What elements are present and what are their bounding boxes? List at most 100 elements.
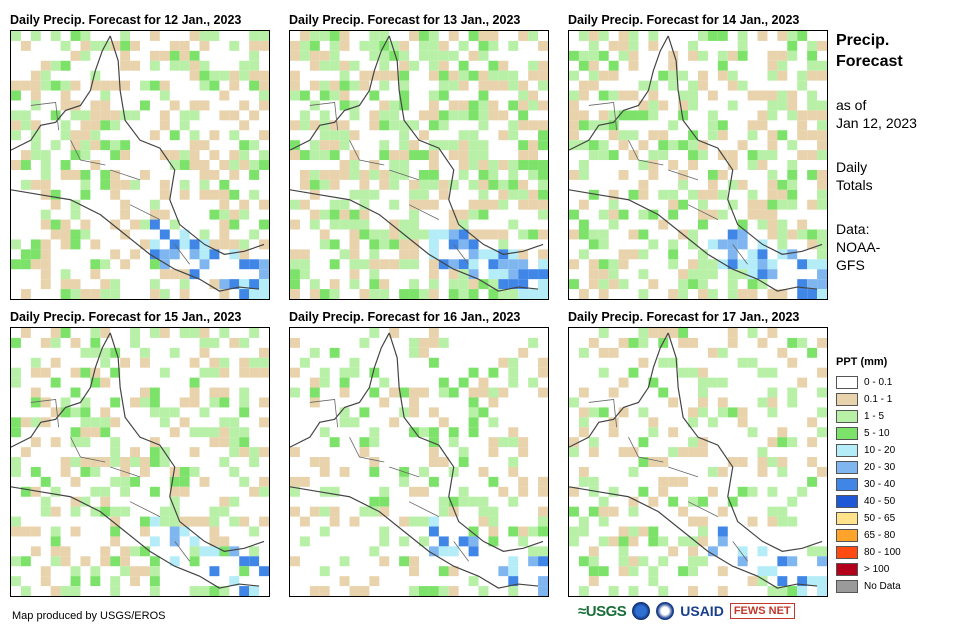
precip-cell	[428, 586, 439, 596]
precip-cell	[678, 566, 689, 577]
precip-cell	[120, 476, 131, 487]
precip-cell	[807, 437, 818, 448]
panel-title: Daily Precip. Forecast for 16 Jan., 2023	[289, 310, 521, 324]
precip-cell	[199, 516, 210, 527]
precip-cell	[249, 140, 260, 151]
precip-cell	[199, 70, 210, 81]
precip-cell	[209, 209, 220, 220]
precip-cell	[369, 279, 380, 290]
precip-cell	[100, 496, 111, 507]
precip-cell	[807, 40, 818, 51]
precip-cell	[538, 160, 548, 170]
precip-cell	[249, 259, 260, 270]
precip-cell	[428, 120, 439, 131]
precip-cell	[219, 357, 230, 368]
totals-label: Totals	[836, 177, 873, 193]
precip-cell	[319, 239, 330, 250]
precip-cell	[349, 279, 360, 290]
precip-cell	[399, 239, 410, 250]
precip-cell	[538, 169, 548, 180]
precip-cell	[209, 169, 220, 180]
precip-cell	[329, 289, 340, 299]
precip-cell	[578, 50, 589, 61]
precip-cell	[528, 189, 539, 200]
precip-cell	[757, 337, 768, 348]
precip-cell	[448, 229, 459, 240]
precip-cell	[608, 90, 619, 101]
precip-cell	[428, 289, 439, 299]
precip-cell	[120, 40, 131, 51]
precip-cell	[229, 337, 240, 348]
precip-cell	[409, 60, 419, 71]
precip-cell	[508, 496, 519, 507]
precip-cell	[299, 199, 310, 210]
precip-cell	[159, 506, 170, 517]
precip-cell	[219, 457, 230, 467]
precip-cell	[140, 546, 150, 557]
precip-cell	[90, 130, 101, 141]
precip-cell	[179, 110, 190, 121]
precip-cell	[379, 526, 390, 537]
precip-cell	[428, 70, 439, 81]
precip-cell	[369, 289, 380, 299]
precip-cell	[518, 140, 529, 151]
precip-cell	[767, 90, 778, 101]
precip-cell	[747, 209, 758, 220]
precip-cell	[707, 120, 718, 131]
precip-cell	[379, 60, 390, 71]
precip-cell	[498, 259, 509, 270]
precip-cell	[588, 506, 599, 517]
precip-cell	[149, 259, 160, 270]
precip-cell	[359, 40, 370, 51]
precip-cell	[468, 269, 479, 280]
coastline	[11, 332, 265, 589]
precip-cell	[239, 367, 250, 378]
precip-cell	[578, 526, 589, 537]
precip-cell	[817, 130, 827, 141]
precip-cell	[658, 476, 669, 487]
precip-cell	[508, 556, 519, 567]
precip-cell	[389, 239, 400, 250]
precip-cell	[329, 347, 340, 358]
precip-cell	[30, 357, 41, 368]
precip-cell	[140, 387, 150, 398]
precip-cell	[149, 31, 160, 41]
precip-cell	[428, 179, 439, 190]
precip-cell	[100, 377, 111, 388]
precip-cell	[569, 100, 579, 111]
precip-cell	[199, 189, 210, 200]
legend-label: 40 - 50	[864, 496, 896, 507]
precip-cell	[179, 417, 190, 428]
precip-cell	[508, 179, 519, 190]
precip-cell	[757, 31, 768, 41]
precip-cell	[379, 179, 390, 190]
precip-cell	[428, 60, 439, 71]
precip-cell	[757, 447, 768, 458]
precip-cell	[707, 259, 718, 270]
precip-cell	[100, 427, 111, 438]
precip-cell	[409, 289, 419, 299]
precip-cell	[787, 169, 798, 180]
precip-cell	[219, 387, 230, 398]
precip-cell	[518, 150, 529, 161]
precip-cell	[110, 219, 121, 230]
precip-cell	[757, 249, 768, 260]
precip-cell	[189, 516, 200, 527]
precip-cell	[249, 486, 260, 497]
precip-cell	[698, 397, 708, 408]
precip-cell	[807, 347, 818, 358]
precip-cell	[120, 357, 131, 368]
precip-cell	[379, 496, 390, 507]
precip-cell	[717, 169, 728, 180]
precip-cell	[468, 427, 479, 438]
precip-cell	[189, 328, 200, 338]
precip-cell	[777, 506, 788, 517]
precip-cell	[777, 219, 788, 230]
precip-cell	[717, 407, 728, 418]
precip-cell	[518, 289, 529, 299]
precip-cell	[727, 160, 738, 170]
precip-cell	[409, 199, 419, 210]
precip-cell	[60, 457, 71, 467]
precip-cell	[508, 357, 519, 368]
precip-cell	[179, 40, 190, 51]
